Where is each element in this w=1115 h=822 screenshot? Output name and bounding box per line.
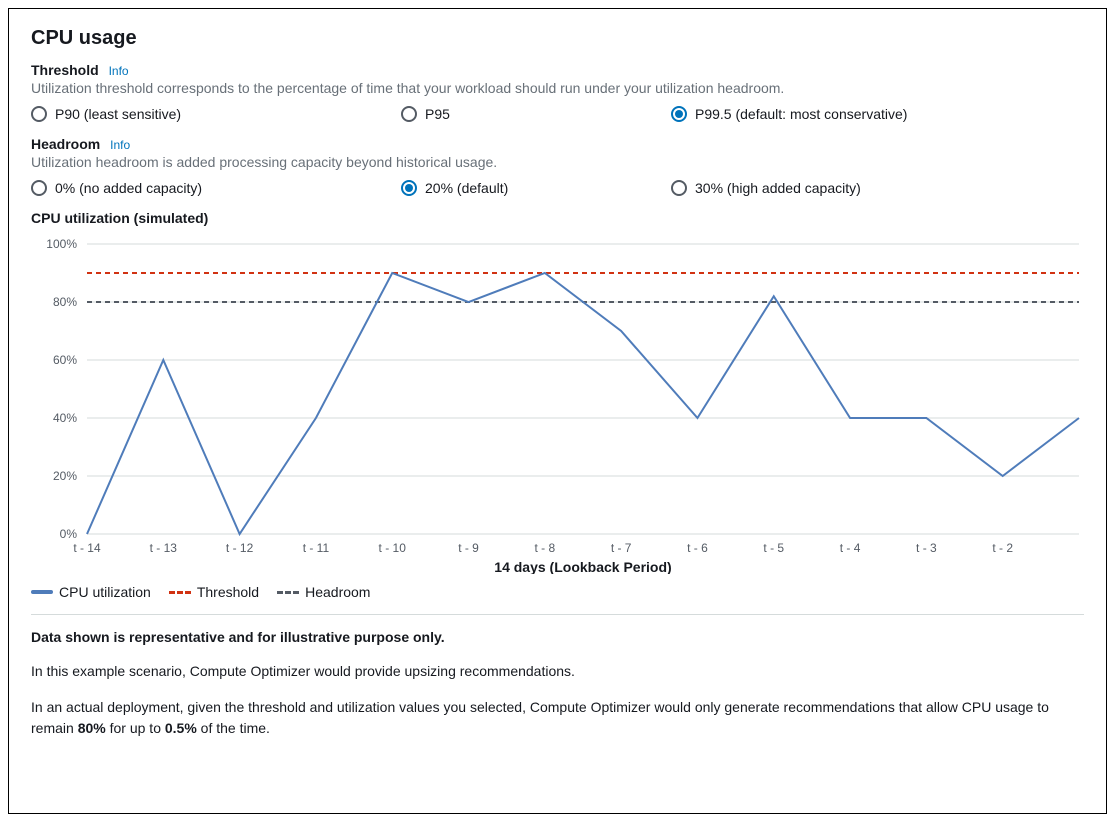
- chart-title: CPU utilization (simulated): [31, 210, 1084, 226]
- headroom-label: Headroom: [31, 136, 100, 152]
- threshold-label-row: Threshold Info: [31, 62, 1084, 78]
- legend-swatch: [169, 591, 191, 594]
- chart-legend: CPU utilization Threshold Headroom: [31, 584, 1084, 600]
- svg-text:14 days (Lookback Period): 14 days (Lookback Period): [494, 559, 671, 574]
- threshold-radio-group: P90 (least sensitive) P95 P99.5 (default…: [31, 106, 1084, 122]
- svg-text:t - 14: t - 14: [73, 541, 101, 555]
- svg-text:80%: 80%: [53, 295, 77, 309]
- threshold-info-link[interactable]: Info: [109, 64, 129, 78]
- svg-text:t - 11: t - 11: [303, 541, 330, 555]
- headroom-desc: Utilization headroom is added processing…: [31, 154, 1084, 170]
- svg-text:t - 4: t - 4: [840, 541, 861, 555]
- svg-text:t - 7: t - 7: [611, 541, 632, 555]
- cpu-usage-panel: CPU usage Threshold Info Utilization thr…: [8, 8, 1107, 814]
- threshold-desc: Utilization threshold corresponds to the…: [31, 80, 1084, 96]
- legend-swatch: [31, 590, 53, 594]
- radio-label: P90 (least sensitive): [55, 106, 181, 122]
- headroom-option-20[interactable]: 20% (default): [401, 180, 671, 196]
- svg-text:t - 8: t - 8: [535, 541, 556, 555]
- legend-swatch: [277, 591, 299, 594]
- legend-label: CPU utilization: [59, 584, 151, 600]
- svg-text:t - 9: t - 9: [458, 541, 479, 555]
- radio-icon: [671, 106, 687, 122]
- legend-item-threshold: Threshold: [169, 584, 259, 600]
- svg-text:60%: 60%: [53, 353, 77, 367]
- panel-title: CPU usage: [31, 27, 1084, 50]
- headroom-option-0[interactable]: 0% (no added capacity): [31, 180, 401, 196]
- radio-label: 0% (no added capacity): [55, 180, 202, 196]
- legend-item-cpu: CPU utilization: [31, 584, 151, 600]
- radio-icon: [401, 180, 417, 196]
- svg-text:40%: 40%: [53, 411, 77, 425]
- svg-text:t - 13: t - 13: [150, 541, 178, 555]
- cpu-utilization-chart: 0% 20% 40% 60% 80% 100% t - 14 t - 13 t - 12 t - …: [31, 234, 1083, 574]
- radio-icon: [31, 106, 47, 122]
- divider: [31, 614, 1084, 615]
- headroom-radio-group: 0% (no added capacity) 20% (default) 30%…: [31, 180, 1084, 196]
- note-disclaimer: Data shown is representative and for ill…: [31, 629, 1084, 645]
- legend-label: Threshold: [197, 584, 259, 600]
- svg-text:100%: 100%: [46, 237, 77, 251]
- radio-label: 30% (high added capacity): [695, 180, 861, 196]
- legend-item-headroom: Headroom: [277, 584, 370, 600]
- radio-label: P99.5 (default: most conservative): [695, 106, 907, 122]
- radio-icon: [31, 180, 47, 196]
- svg-text:t - 10: t - 10: [379, 541, 407, 555]
- radio-icon: [671, 180, 687, 196]
- threshold-option-p90[interactable]: P90 (least sensitive): [31, 106, 401, 122]
- threshold-label: Threshold: [31, 62, 99, 78]
- svg-text:t - 3: t - 3: [916, 541, 937, 555]
- radio-label: 20% (default): [425, 180, 508, 196]
- svg-text:t - 6: t - 6: [687, 541, 708, 555]
- radio-label: P95: [425, 106, 450, 122]
- threshold-option-p95[interactable]: P95: [401, 106, 671, 122]
- headroom-label-row: Headroom Info: [31, 136, 1084, 152]
- headroom-info-link[interactable]: Info: [110, 138, 130, 152]
- note-scenario: In this example scenario, Compute Optimi…: [31, 661, 1084, 681]
- svg-text:20%: 20%: [53, 469, 77, 483]
- svg-text:0%: 0%: [60, 527, 78, 541]
- radio-icon: [401, 106, 417, 122]
- threshold-option-p995[interactable]: P99.5 (default: most conservative): [671, 106, 1084, 122]
- legend-label: Headroom: [305, 584, 370, 600]
- headroom-option-30[interactable]: 30% (high added capacity): [671, 180, 1084, 196]
- svg-text:t - 12: t - 12: [226, 541, 254, 555]
- note-deployment: In an actual deployment, given the thres…: [31, 697, 1084, 738]
- svg-text:t - 2: t - 2: [992, 541, 1013, 555]
- svg-text:t - 5: t - 5: [763, 541, 784, 555]
